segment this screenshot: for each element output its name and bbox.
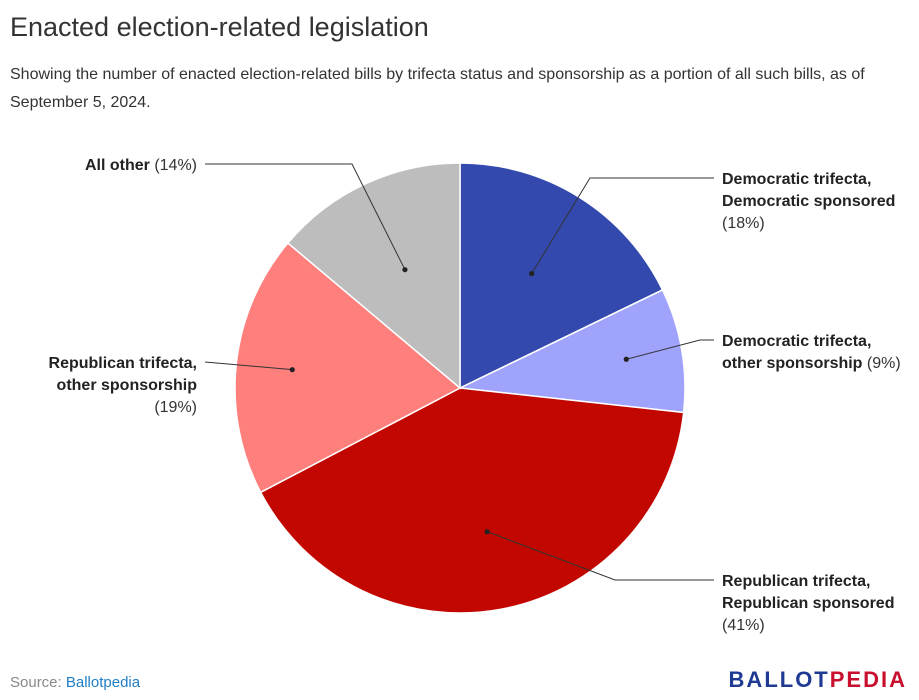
leader-line-1 — [626, 339, 714, 360]
slice-percent: (14%) — [150, 157, 197, 174]
leader-dot-4 — [402, 267, 408, 273]
slice-label-0: Democratic trifecta, Democratic sponsored… — [722, 171, 895, 232]
pie-slice-2[interactable] — [259, 387, 685, 614]
slice-label-1: Democratic trifecta, other sponsorship (9… — [722, 333, 901, 372]
leader-dot-1 — [623, 356, 629, 362]
logo-part-2: PEDIA — [829, 667, 907, 692]
pie-slice-1[interactable] — [457, 288, 686, 414]
slice-label-2: Republican trifecta, Republican sponsored… — [722, 573, 894, 634]
logo-part-1: BALLOT — [728, 667, 830, 692]
source-note: Source: Ballotpedia — [10, 674, 140, 691]
slice-label-4: All other (14%) — [85, 157, 197, 174]
slice-percent: (9%) — [862, 355, 900, 372]
slice-label-line: Democratic trifecta, — [722, 171, 871, 188]
slice-label-line: other sponsorship — [57, 377, 198, 394]
leader-dot-0 — [529, 271, 535, 277]
ballotpedia-logo: BALLOTPEDIA — [729, 667, 907, 693]
chart-title: Enacted election-related legislation — [10, 12, 429, 42]
pie-slices — [234, 162, 686, 614]
leader-dot-3 — [289, 367, 295, 373]
slice-label-line: All other — [85, 157, 150, 174]
slice-label-line: Republican trifecta, — [722, 573, 870, 590]
slice-label-line: Democratic trifecta, — [722, 333, 871, 350]
slice-label-3: Republican trifecta, other sponsorship (19… — [49, 355, 198, 416]
leader-dot-2 — [484, 529, 490, 535]
slice-percent: (41%) — [722, 617, 765, 634]
pie-annotations: Democratic trifecta, Democratic sponsored… — [49, 157, 901, 634]
source-prefix: Source: — [10, 674, 66, 691]
pie-slice-3[interactable] — [234, 242, 462, 494]
slice-percent: (18%) — [722, 215, 765, 232]
pie-slice-0[interactable] — [459, 162, 664, 390]
leader-line-4 — [205, 163, 406, 270]
slice-label-line: Democratic sponsored — [722, 193, 895, 210]
slice-label-line: other sponsorship — [722, 355, 863, 372]
chart-subtitle: Showing the number of enacted election-r… — [10, 66, 865, 111]
slice-percent: (19%) — [154, 399, 197, 416]
pie-slice-4[interactable] — [286, 162, 461, 390]
slice-label-line: Republican trifecta, — [49, 355, 197, 372]
leader-line-3 — [204, 361, 293, 371]
leader-line-0 — [531, 177, 714, 274]
slice-label-line: Republican sponsored — [722, 595, 894, 612]
source-link[interactable]: Ballotpedia — [65, 674, 141, 691]
leader-line-2 — [486, 531, 714, 581]
